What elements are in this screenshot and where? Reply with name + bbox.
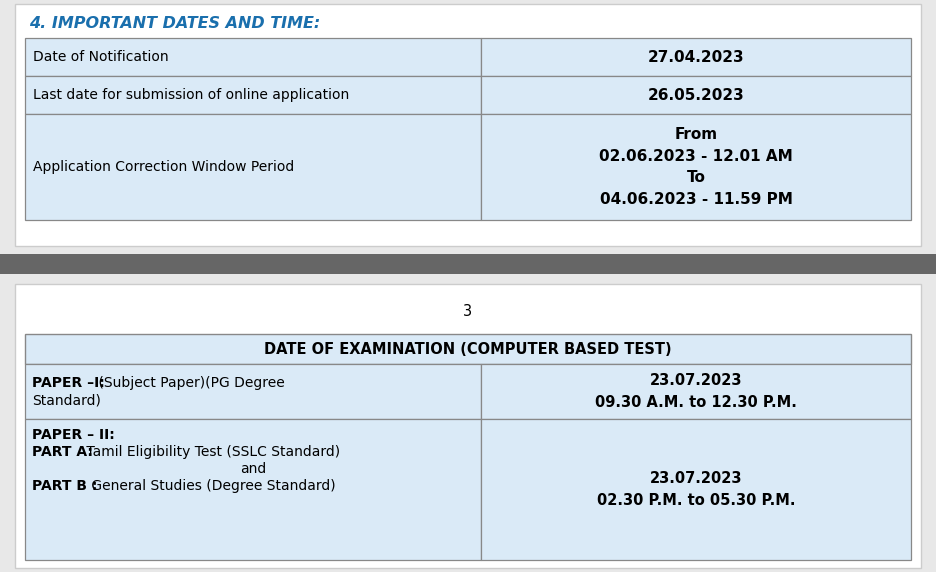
Text: From
02.06.2023 - 12.01 AM
To
04.06.2023 - 11.59 PM: From 02.06.2023 - 12.01 AM To 04.06.2023…: [599, 127, 793, 207]
Bar: [481, 38, 911, 76]
Bar: [25, 419, 481, 560]
Bar: [25, 114, 481, 220]
Text: 26.05.2023: 26.05.2023: [648, 88, 744, 102]
Bar: [0, 254, 936, 274]
Text: General Studies (Degree Standard): General Studies (Degree Standard): [87, 479, 336, 493]
Text: and: and: [240, 462, 266, 476]
Bar: [481, 364, 911, 419]
Text: Tamil Eligibility Test (SSLC Standard): Tamil Eligibility Test (SSLC Standard): [82, 445, 340, 459]
Bar: [481, 419, 911, 560]
Bar: [25, 38, 481, 76]
Text: PAPER – II:: PAPER – II:: [32, 428, 115, 442]
Bar: [15, 284, 921, 568]
Text: PART B :: PART B :: [32, 479, 97, 493]
Text: Standard): Standard): [32, 394, 101, 408]
Text: 23.07.2023
09.30 A.M. to 12.30 P.M.: 23.07.2023 09.30 A.M. to 12.30 P.M.: [595, 373, 797, 410]
Text: PAPER –I:: PAPER –I:: [32, 376, 105, 390]
Bar: [25, 334, 911, 364]
Text: 23.07.2023
02.30 P.M. to 05.30 P.M.: 23.07.2023 02.30 P.M. to 05.30 P.M.: [597, 471, 796, 508]
Text: Date of Notification: Date of Notification: [33, 50, 168, 64]
Text: Last date for submission of online application: Last date for submission of online appli…: [33, 88, 349, 102]
Text: (Subject Paper)(PG Degree: (Subject Paper)(PG Degree: [94, 376, 285, 390]
Text: 3: 3: [463, 304, 473, 319]
Bar: [481, 76, 911, 114]
Text: 4. IMPORTANT DATES AND TIME:: 4. IMPORTANT DATES AND TIME:: [29, 16, 320, 31]
Text: 27.04.2023: 27.04.2023: [648, 50, 744, 65]
Text: DATE OF EXAMINATION (COMPUTER BASED TEST): DATE OF EXAMINATION (COMPUTER BASED TEST…: [264, 341, 672, 356]
Bar: [25, 364, 481, 419]
Bar: [481, 114, 911, 220]
Bar: [25, 76, 481, 114]
Text: Application Correction Window Period: Application Correction Window Period: [33, 160, 294, 174]
Bar: [15, 4, 921, 246]
Text: PART A:: PART A:: [32, 445, 93, 459]
